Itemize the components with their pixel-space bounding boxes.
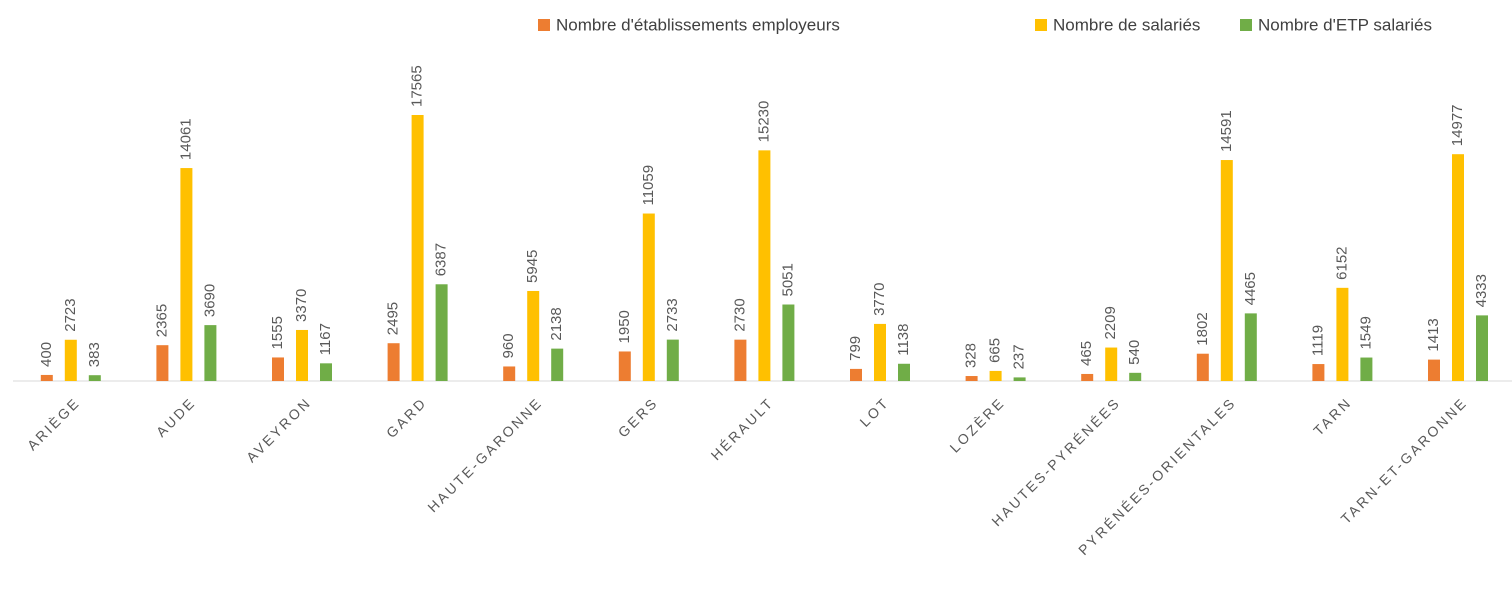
data-label: 5945 xyxy=(524,250,541,283)
bar xyxy=(527,290,540,381)
data-label: 6152 xyxy=(1333,246,1350,279)
data-label: 1119 xyxy=(1309,325,1326,356)
data-label: 400 xyxy=(38,342,55,367)
bar xyxy=(734,339,747,381)
legend-swatch xyxy=(1240,19,1252,31)
x-tick-label: HAUTES-PYRÉNÉES xyxy=(988,394,1123,529)
legend-swatch xyxy=(538,19,550,31)
bar xyxy=(1336,287,1349,381)
bar xyxy=(1312,364,1325,381)
data-label: 1802 xyxy=(1194,312,1211,345)
bar xyxy=(435,284,448,381)
data-label: 3690 xyxy=(201,284,218,317)
legend-label: Nombre d'établissements employeurs xyxy=(556,15,840,34)
bar xyxy=(1129,372,1142,381)
bar xyxy=(64,339,77,381)
bar xyxy=(1476,315,1488,381)
data-label: 14591 xyxy=(1218,110,1235,152)
x-tick-label: ARIÈGE xyxy=(24,394,83,453)
bar xyxy=(1428,359,1440,381)
bar xyxy=(296,329,308,381)
data-label: 960 xyxy=(500,333,517,358)
bar xyxy=(782,304,795,381)
x-tick-label: GERS xyxy=(615,394,661,440)
data-label: 11059 xyxy=(640,165,657,206)
data-label: 15230 xyxy=(755,101,772,143)
bar xyxy=(618,351,631,381)
x-tick-label: HÉRAULT xyxy=(708,394,777,463)
bar xyxy=(1220,160,1233,381)
data-label: 1549 xyxy=(1357,316,1374,349)
data-label: 237 xyxy=(1011,344,1028,369)
x-tick-label: TARN-ET-GARONNE xyxy=(1338,394,1471,527)
data-label: 665 xyxy=(987,338,1004,363)
data-label: 2138 xyxy=(548,307,565,340)
data-label: 799 xyxy=(847,336,864,361)
bar xyxy=(1081,373,1094,381)
data-label: 328 xyxy=(963,343,980,368)
bar xyxy=(88,375,101,381)
data-label: 2495 xyxy=(385,302,402,335)
data-label: 1950 xyxy=(616,310,633,343)
bar xyxy=(1196,353,1209,381)
bar xyxy=(320,363,332,381)
legend-label: Nombre de salariés xyxy=(1053,15,1200,34)
bar xyxy=(1244,313,1257,381)
data-label: 3770 xyxy=(871,283,888,316)
data-label: 2209 xyxy=(1102,306,1119,339)
bar xyxy=(1105,347,1118,381)
bar xyxy=(874,323,886,381)
data-label: 17565 xyxy=(409,65,426,107)
bar xyxy=(272,357,284,381)
data-label: 5051 xyxy=(779,263,796,296)
bar xyxy=(1360,357,1373,381)
bar xyxy=(387,343,400,381)
data-label: 14061 xyxy=(177,118,194,160)
bar xyxy=(989,370,1002,381)
data-label: 4465 xyxy=(1242,272,1259,305)
data-label: 2730 xyxy=(731,298,748,331)
data-label: 2733 xyxy=(664,298,681,331)
bar xyxy=(180,168,193,381)
data-label: 1555 xyxy=(269,316,286,349)
x-tick-label: TARN xyxy=(1310,394,1355,439)
bar xyxy=(1452,154,1464,381)
bar xyxy=(965,376,978,381)
data-label: 383 xyxy=(86,342,103,367)
bar xyxy=(850,368,862,381)
data-label: 6387 xyxy=(433,243,450,276)
bar xyxy=(40,374,53,381)
bar xyxy=(666,339,679,381)
data-label: 2723 xyxy=(62,298,79,331)
bar xyxy=(204,325,217,381)
x-tick-label: GARD xyxy=(383,394,430,441)
bar xyxy=(642,213,655,381)
bar xyxy=(503,366,516,381)
data-label: 3370 xyxy=(293,289,310,322)
data-label: 540 xyxy=(1126,340,1143,365)
data-label: 465 xyxy=(1078,341,1095,366)
data-label: 2365 xyxy=(153,304,170,337)
data-label: 1167 xyxy=(317,323,334,355)
x-tick-label: AUDE xyxy=(153,394,199,440)
bar xyxy=(758,150,771,381)
x-tick-label: HAUTE-GARONNE xyxy=(424,394,545,515)
bar xyxy=(156,345,169,381)
x-tick-label: AVEYRON xyxy=(243,394,314,465)
bar xyxy=(898,363,910,381)
legend-label: Nombre d'ETP salariés xyxy=(1258,15,1432,34)
data-label: 14977 xyxy=(1449,104,1466,146)
x-tick-label: LOT xyxy=(856,394,892,430)
data-label: 1138 xyxy=(895,324,912,356)
legend-swatch xyxy=(1035,19,1047,31)
data-label: 4333 xyxy=(1473,274,1490,307)
x-tick-label: LOZÈRE xyxy=(946,394,1008,456)
data-label: 1413 xyxy=(1425,318,1442,351)
bar xyxy=(551,348,564,381)
bar xyxy=(1013,377,1026,381)
bar xyxy=(411,115,424,381)
